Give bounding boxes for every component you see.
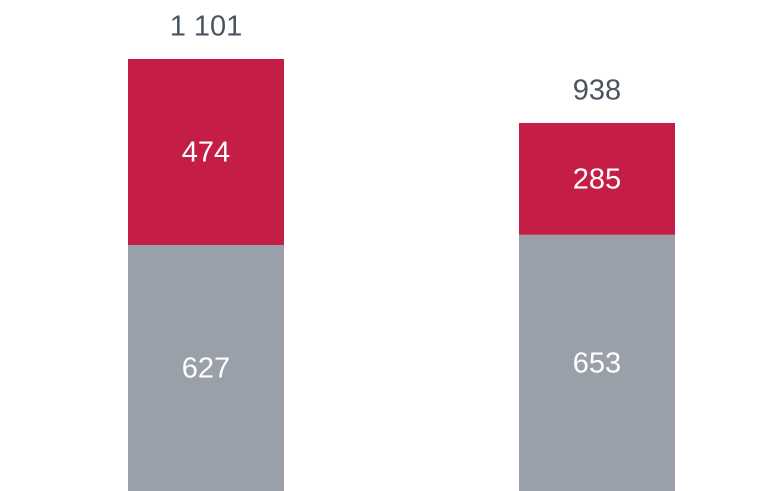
total-label: 938 [573,75,621,107]
bar-segment [128,59,284,245]
total-label: 1 101 [170,11,243,43]
bar-segment [128,244,284,491]
bar-segment [519,234,675,491]
value-label: 653 [573,348,621,380]
value-label: 285 [573,164,621,196]
bar-segment [519,122,675,235]
value-label: 474 [182,137,230,169]
value-label: 627 [182,353,230,385]
